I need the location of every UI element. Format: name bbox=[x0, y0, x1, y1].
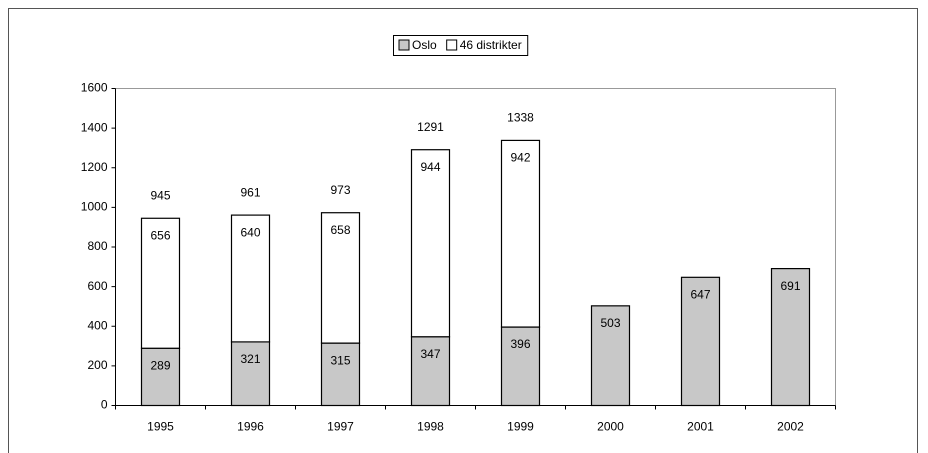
value-label: 396 bbox=[510, 337, 530, 351]
bar-segment bbox=[410, 149, 451, 338]
total-label: 973 bbox=[330, 183, 350, 197]
x-tick-label: 2002 bbox=[777, 420, 804, 434]
value-label: 656 bbox=[150, 228, 170, 242]
y-tick-label: 400 bbox=[87, 318, 107, 332]
y-tick-label: 1600 bbox=[81, 81, 108, 95]
bar-segment bbox=[410, 336, 451, 407]
x-tick-label: 2000 bbox=[597, 420, 624, 434]
total-label: 961 bbox=[240, 185, 260, 199]
x-tick-label: 1995 bbox=[147, 420, 174, 434]
x-tick-label: 1997 bbox=[327, 420, 354, 434]
bar-segment bbox=[140, 347, 181, 407]
value-label: 658 bbox=[330, 223, 350, 237]
bar-segment bbox=[590, 305, 631, 407]
total-label: 945 bbox=[150, 188, 170, 202]
x-tick-label: 1998 bbox=[417, 420, 444, 434]
value-label: 315 bbox=[330, 353, 350, 367]
legend-swatch bbox=[398, 39, 410, 51]
value-label: 944 bbox=[420, 160, 440, 174]
value-label: 321 bbox=[240, 352, 260, 366]
value-label: 503 bbox=[600, 316, 620, 330]
y-tick-label: 1200 bbox=[81, 160, 108, 174]
bar-segment bbox=[770, 267, 811, 407]
x-tick-label: 1996 bbox=[237, 420, 264, 434]
value-label: 289 bbox=[150, 358, 170, 372]
value-label: 347 bbox=[420, 347, 440, 361]
value-label: 942 bbox=[510, 151, 530, 165]
bar-segment bbox=[500, 326, 541, 407]
total-label: 1338 bbox=[507, 111, 534, 125]
bar-segment bbox=[320, 212, 361, 344]
y-tick-label: 0 bbox=[101, 398, 108, 412]
bar-segment bbox=[230, 341, 271, 407]
y-tick-label: 1400 bbox=[81, 120, 108, 134]
legend bbox=[393, 35, 529, 56]
x-tick-label: 2001 bbox=[687, 420, 714, 434]
value-label: 647 bbox=[690, 287, 710, 301]
bar-segment bbox=[230, 214, 271, 343]
frame bbox=[8, 8, 918, 453]
plot-area bbox=[115, 88, 836, 406]
total-label: 1291 bbox=[417, 120, 444, 134]
value-label: 640 bbox=[240, 225, 260, 239]
x-tick-label: 1999 bbox=[507, 420, 534, 434]
legend-label: Oslo bbox=[412, 38, 437, 52]
bar-segment bbox=[680, 276, 721, 407]
value-label: 691 bbox=[780, 279, 800, 293]
bar-segment bbox=[500, 139, 541, 328]
y-tick-label: 200 bbox=[87, 358, 107, 372]
y-tick-label: 1000 bbox=[81, 200, 108, 214]
bar-segment bbox=[140, 217, 181, 349]
y-tick-label: 600 bbox=[87, 279, 107, 293]
legend-label: 46 distrikter bbox=[460, 38, 522, 52]
y-tick-label: 800 bbox=[87, 239, 107, 253]
legend-swatch bbox=[446, 39, 458, 51]
